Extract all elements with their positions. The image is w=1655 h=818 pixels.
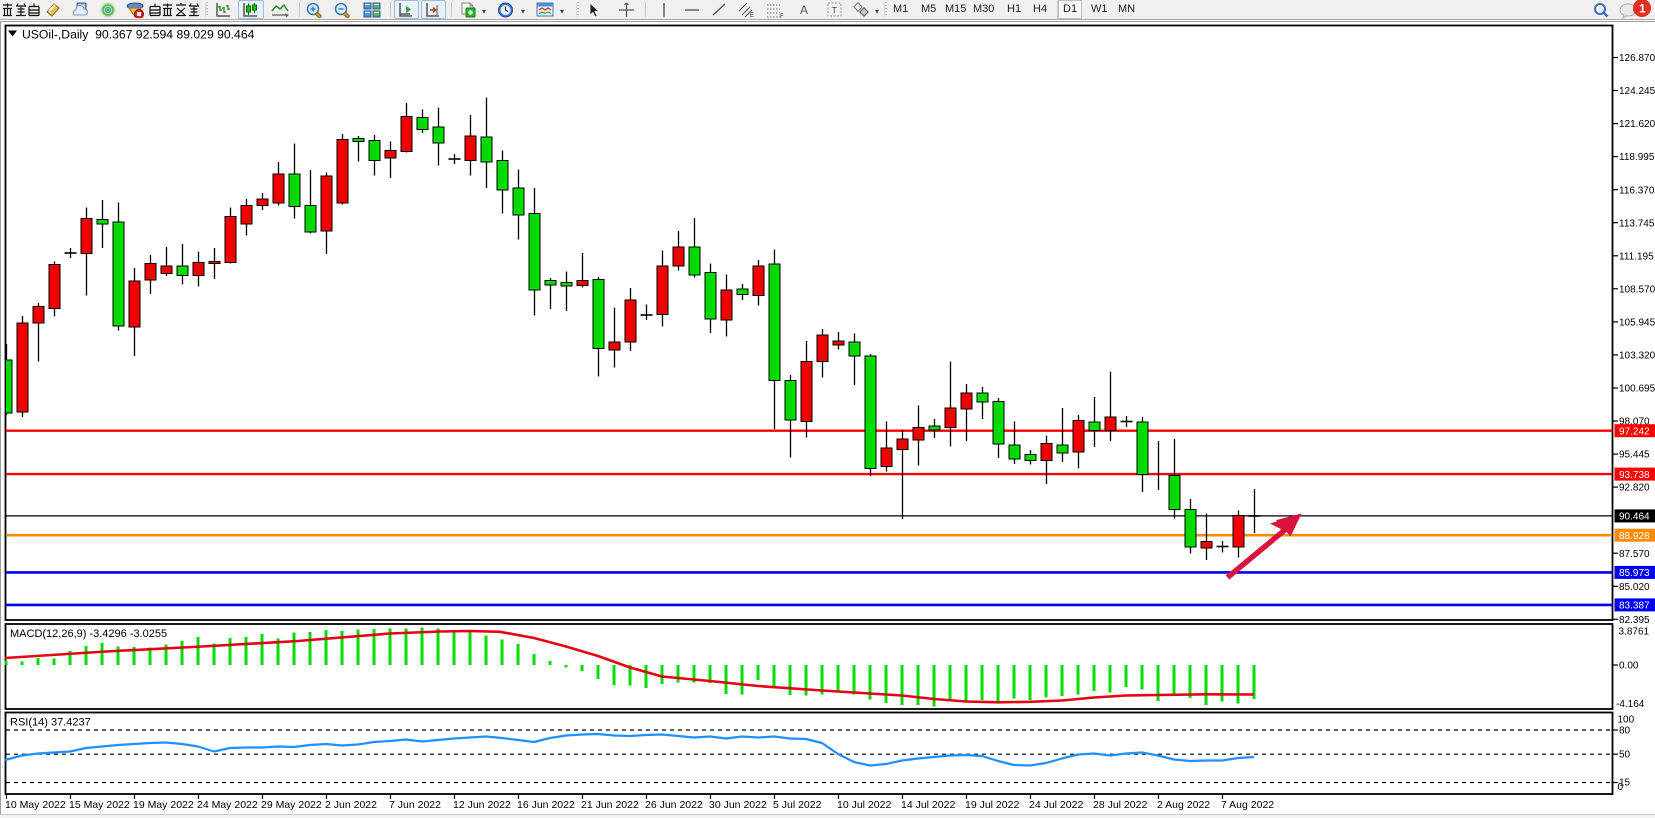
svg-text:124.245: 124.245	[1619, 86, 1655, 97]
svg-text:85.973: 85.973	[1619, 568, 1650, 579]
svg-text:19 May 2022: 19 May 2022	[133, 799, 194, 811]
svg-text:10 Jul 2022: 10 Jul 2022	[837, 799, 891, 811]
svg-text:-4.164: -4.164	[1616, 699, 1645, 710]
svg-text:24 May 2022: 24 May 2022	[197, 799, 258, 811]
svg-text:T: T	[832, 6, 838, 16]
svg-text:12 Jun 2022: 12 Jun 2022	[453, 799, 511, 811]
svg-text:F: F	[780, 14, 784, 18]
svg-text:108.570: 108.570	[1619, 284, 1655, 295]
svg-text:24 Jul 2022: 24 Jul 2022	[1029, 799, 1083, 811]
svg-text:121.620: 121.620	[1619, 119, 1655, 130]
svg-text:2 Aug 2022: 2 Aug 2022	[1157, 799, 1210, 811]
svg-text:97.242: 97.242	[1619, 427, 1650, 438]
svg-text:100: 100	[1618, 715, 1635, 726]
svg-text:98.070: 98.070	[1619, 417, 1650, 428]
svg-text:118.995: 118.995	[1619, 152, 1655, 163]
svg-text:80: 80	[1619, 726, 1631, 737]
svg-text:105.945: 105.945	[1619, 318, 1655, 329]
svg-text:82.395: 82.395	[1619, 615, 1650, 626]
svg-text:111.195: 111.195	[1619, 251, 1654, 262]
svg-text:2 Jun 2022: 2 Jun 2022	[325, 799, 377, 811]
svg-text:95.445: 95.445	[1619, 450, 1650, 461]
svg-text:16 Jun 2022: 16 Jun 2022	[517, 799, 575, 811]
svg-text:116.370: 116.370	[1619, 185, 1655, 196]
svg-text:7 Aug 2022: 7 Aug 2022	[1221, 799, 1274, 811]
svg-text:0.00: 0.00	[1619, 661, 1639, 672]
svg-text:92.820: 92.820	[1619, 483, 1650, 494]
svg-text:26 Jun 2022: 26 Jun 2022	[645, 799, 703, 811]
svg-text:103.320: 103.320	[1619, 351, 1655, 362]
svg-text:3.8761: 3.8761	[1619, 626, 1650, 637]
svg-text:113.745: 113.745	[1619, 218, 1655, 229]
svg-text:15: 15	[1619, 777, 1631, 788]
svg-text:5 Jul 2022: 5 Jul 2022	[773, 799, 822, 811]
svg-text:93.738: 93.738	[1619, 470, 1650, 481]
svg-text:14 Jul 2022: 14 Jul 2022	[901, 799, 955, 811]
svg-text:88.928: 88.928	[1619, 531, 1650, 542]
svg-text:50: 50	[1619, 750, 1631, 761]
svg-text:RSI(14) 37.4237: RSI(14) 37.4237	[10, 717, 91, 729]
svg-text:19 Jul 2022: 19 Jul 2022	[965, 799, 1019, 811]
svg-text:1: 1	[1639, 2, 1646, 16]
svg-text:MACD(12,26,9) -3.4296 -3.0255: MACD(12,26,9) -3.4296 -3.0255	[10, 628, 167, 640]
svg-text:29 May 2022: 29 May 2022	[261, 799, 322, 811]
svg-text:83.387: 83.387	[1619, 601, 1650, 612]
svg-text:15 May 2022: 15 May 2022	[69, 799, 130, 811]
svg-text:21 Jun 2022: 21 Jun 2022	[581, 799, 639, 811]
svg-text:0: 0	[1618, 782, 1624, 793]
svg-text:10 May 2022: 10 May 2022	[5, 799, 66, 811]
svg-text:28 Jul 2022: 28 Jul 2022	[1093, 799, 1147, 811]
svg-text:126.870: 126.870	[1619, 53, 1655, 64]
svg-text:7 Jun 2022: 7 Jun 2022	[389, 799, 441, 811]
svg-text:90.464: 90.464	[1619, 512, 1650, 523]
svg-text:USOil-,Daily 90.367 92.594 89: USOil-,Daily 90.367 92.594 89.029 90.464	[22, 28, 255, 42]
svg-text:30 Jun 2022: 30 Jun 2022	[709, 799, 767, 811]
svg-text:E: E	[750, 13, 754, 18]
svg-text:100.695: 100.695	[1619, 384, 1655, 395]
svg-text:87.570: 87.570	[1619, 549, 1650, 560]
svg-text:85.020: 85.020	[1619, 582, 1650, 593]
